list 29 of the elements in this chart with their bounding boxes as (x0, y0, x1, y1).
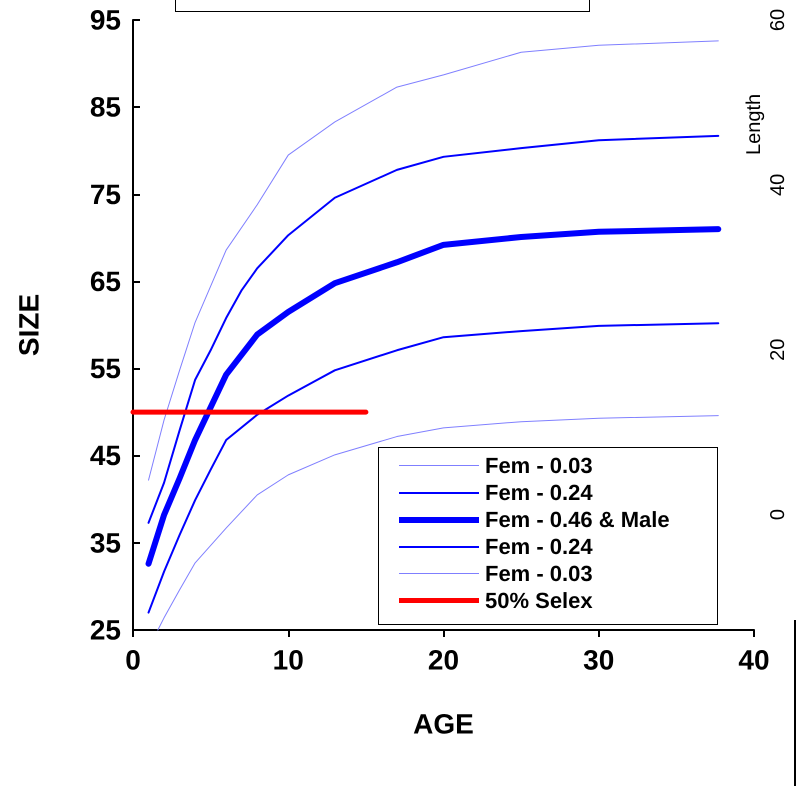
line-series (157, 415, 719, 630)
line-series (148, 40, 719, 481)
legend-label: Fem - 0.03 (485, 560, 593, 586)
legend-label: Fem - 0.46 & Male (485, 506, 670, 532)
y-tick-label: 75 (90, 178, 121, 210)
y-tick-label: 25 (90, 614, 121, 646)
x-tick-label: 0 (125, 644, 141, 676)
y-tick-label: 45 (90, 440, 121, 472)
y2-tick-label: 60 (767, 8, 789, 32)
legend-label: Fem - 0.24 (485, 480, 593, 506)
x-axis-title: AGE (413, 708, 474, 740)
y-tick-label: 85 (90, 92, 121, 123)
y2-axis-title: Length (743, 94, 765, 155)
y2-tick-label: 20 (767, 338, 789, 361)
x-tick-label: 40 (738, 644, 770, 676)
y2-tick-label: 0 (767, 509, 789, 520)
y-tick-label: 65 (90, 266, 121, 297)
y-tick-label: 35 (90, 527, 121, 558)
y2-tick-label: 40 (767, 174, 789, 196)
legend-label: Fem - 0.24 (485, 534, 593, 560)
x-tick-label: 20 (428, 644, 460, 676)
line-series (148, 322, 720, 614)
y-tick-label: 55 (90, 353, 121, 384)
x-tick-label: 30 (583, 644, 614, 676)
y-axis-title: SIZE (14, 294, 44, 356)
legend-label: 50% Selex (485, 588, 593, 614)
x-tick-label: 10 (272, 644, 304, 676)
legend-label: Fem - 0.03 (485, 452, 593, 478)
y-tick-label: 95 (90, 4, 121, 36)
